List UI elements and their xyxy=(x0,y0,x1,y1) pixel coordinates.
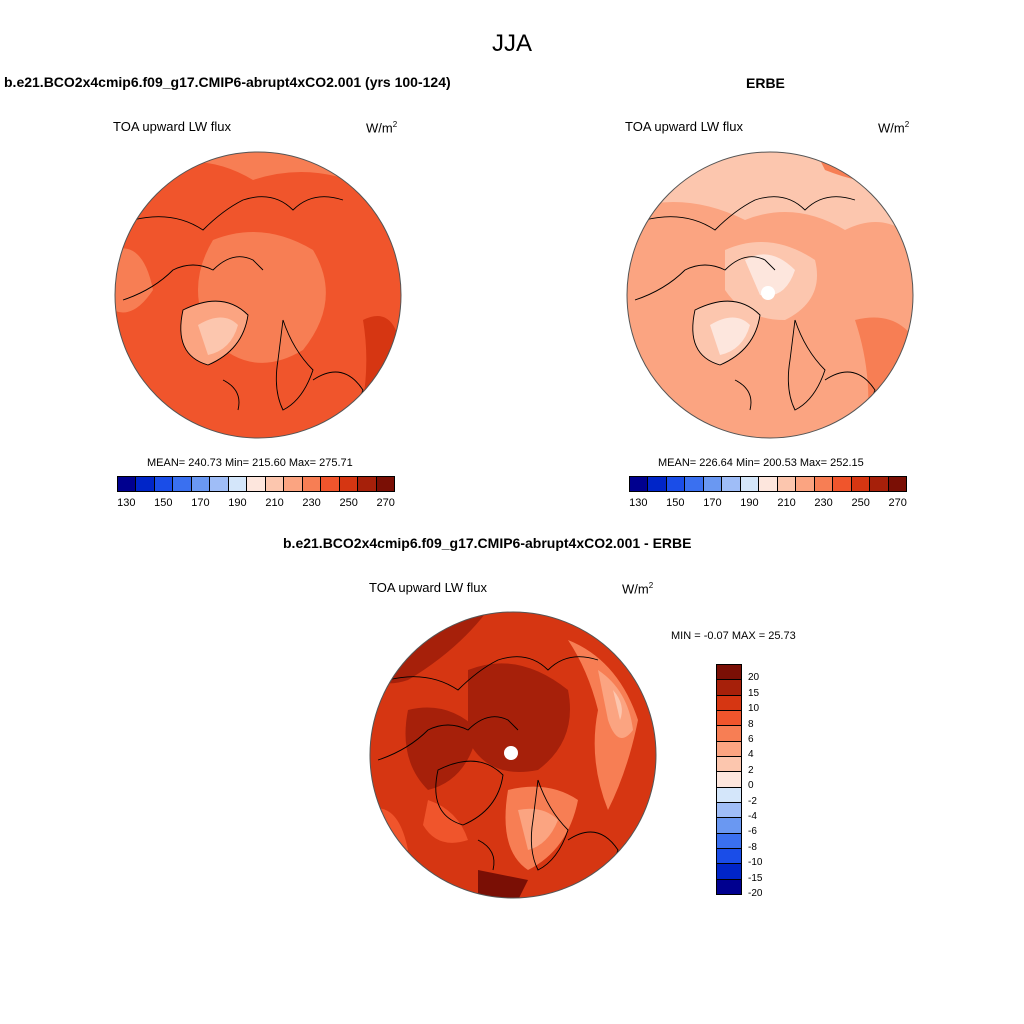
colorbar-tick-label: 130 xyxy=(117,497,136,509)
diff-panel-title: b.e21.BCO2x4cmip6.f09_g17.CMIP6-abrupt4x… xyxy=(283,535,692,551)
colorbar-cell xyxy=(118,477,137,491)
colorbar-tick-label: 190 xyxy=(740,497,759,509)
colorbar-tick-label: -15 xyxy=(748,872,763,884)
model-unit-label: W/m2 xyxy=(366,120,398,136)
colorbar-cell xyxy=(717,741,741,757)
colorbar-tick-label: -2 xyxy=(748,795,757,807)
colorbar-cell xyxy=(717,879,741,894)
colorbar-cell xyxy=(777,477,797,491)
colorbar-cell xyxy=(302,477,322,491)
colorbar-tick-label: 4 xyxy=(748,749,754,761)
colorbar-cell xyxy=(717,680,741,696)
colorbar-tick-label: 190 xyxy=(228,497,247,509)
colorbar-tick-label: 6 xyxy=(748,734,754,745)
colorbar-cell xyxy=(685,477,704,491)
colorbar-cell xyxy=(173,477,192,491)
colorbar-tick-label: 150 xyxy=(154,497,173,509)
colorbar-cell xyxy=(717,802,741,819)
colorbar-cell xyxy=(321,477,340,491)
colorbar-tick-label: 250 xyxy=(339,497,358,509)
colorbar-cell xyxy=(228,477,248,491)
model-polar-map xyxy=(114,151,402,439)
colorbar-cell xyxy=(648,477,667,491)
colorbar-tick-label: 150 xyxy=(666,497,685,509)
obs-polar-map xyxy=(626,151,914,439)
diff-colorbar xyxy=(716,664,742,895)
colorbar-cell xyxy=(740,477,760,491)
obs-variable-label: TOA upward LW flux xyxy=(625,119,744,134)
colorbar-tick-label: -6 xyxy=(748,826,757,838)
obs-unit-label: W/m2 xyxy=(878,120,910,136)
colorbar-tick-label: 210 xyxy=(777,497,796,509)
colorbar-cell xyxy=(717,695,741,711)
colorbar-cell xyxy=(717,710,741,727)
colorbar-cell xyxy=(703,477,723,491)
colorbar-cell xyxy=(717,833,741,849)
colorbar-cell xyxy=(376,477,395,491)
colorbar-cell xyxy=(814,477,834,491)
colorbar-cell xyxy=(717,787,741,803)
colorbar-cell xyxy=(154,477,174,491)
colorbar-tick-label: 270 xyxy=(888,497,907,509)
colorbar-tick-label: -8 xyxy=(748,841,757,853)
obs-colorbar xyxy=(629,476,907,492)
diff-polar-map xyxy=(369,611,657,899)
colorbar-cell xyxy=(870,477,889,491)
diff-variable-label: TOA upward LW flux xyxy=(369,580,488,595)
diff-stats: MIN = -0.07 MAX = 25.73 xyxy=(671,630,796,642)
colorbar-tick-label: 230 xyxy=(814,497,833,509)
colorbar-tick-label: 130 xyxy=(629,497,648,509)
colorbar-tick-label: 15 xyxy=(748,687,760,699)
colorbar-cell xyxy=(247,477,266,491)
model-colorbar xyxy=(117,476,395,492)
model-variable-label: TOA upward LW flux xyxy=(113,119,232,134)
colorbar-cell xyxy=(759,477,778,491)
colorbar-cell xyxy=(888,477,907,491)
colorbar-cell xyxy=(358,477,377,491)
colorbar-tick-label: 230 xyxy=(302,497,321,509)
colorbar-cell xyxy=(717,756,741,773)
colorbar-cell xyxy=(191,477,211,491)
colorbar-tick-label: 170 xyxy=(703,497,722,509)
colorbar-tick-label: -20 xyxy=(748,888,763,899)
colorbar-tick-label: -4 xyxy=(748,811,757,822)
colorbar-tick-label: 8 xyxy=(748,718,754,730)
colorbar-tick-label: -10 xyxy=(748,857,763,869)
colorbar-cell xyxy=(284,477,303,491)
colorbar-cell xyxy=(851,477,871,491)
colorbar-cell xyxy=(717,665,741,681)
colorbar-cell xyxy=(717,726,741,742)
colorbar-tick-label: 0 xyxy=(748,780,754,792)
colorbar-cell xyxy=(630,477,649,491)
colorbar-cell xyxy=(796,477,815,491)
model-panel-title: b.e21.BCO2x4cmip6.f09_g17.CMIP6-abrupt4x… xyxy=(4,74,451,90)
colorbar-tick-label: 250 xyxy=(851,497,870,509)
colorbar-cell xyxy=(210,477,229,491)
obs-panel-title: ERBE xyxy=(746,75,785,91)
colorbar-tick-label: 170 xyxy=(191,497,210,509)
obs-stats: MEAN= 226.64 Min= 200.53 Max= 252.15 xyxy=(658,457,864,469)
colorbar-cell xyxy=(265,477,285,491)
colorbar-cell xyxy=(722,477,741,491)
colorbar-cell xyxy=(339,477,359,491)
colorbar-cell xyxy=(666,477,686,491)
colorbar-cell xyxy=(136,477,155,491)
colorbar-cell xyxy=(717,772,741,788)
colorbar-cell xyxy=(717,864,741,880)
colorbar-tick-label: 10 xyxy=(748,703,760,715)
diff-unit-label: W/m2 xyxy=(622,581,654,597)
colorbar-cell xyxy=(833,477,852,491)
colorbar-cell xyxy=(717,818,741,834)
colorbar-tick-label: 20 xyxy=(748,672,760,684)
colorbar-tick-label: 210 xyxy=(265,497,284,509)
page-title: JJA xyxy=(491,30,532,57)
model-stats: MEAN= 240.73 Min= 215.60 Max= 275.71 xyxy=(147,457,353,469)
colorbar-tick-label: 2 xyxy=(748,764,754,776)
colorbar-cell xyxy=(717,848,741,865)
colorbar-tick-label: 270 xyxy=(376,497,395,509)
